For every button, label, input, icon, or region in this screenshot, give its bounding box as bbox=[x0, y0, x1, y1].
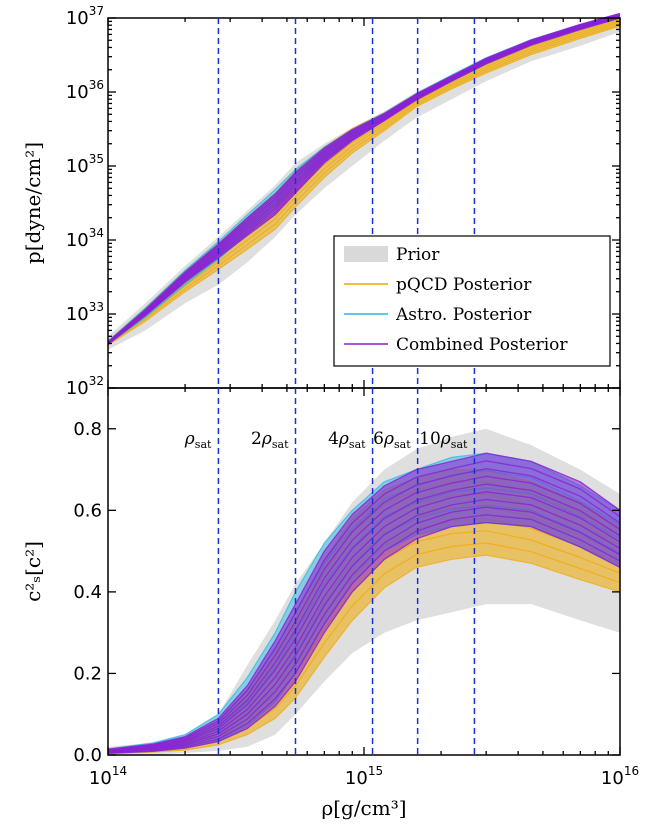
y-tick-label: 1037 bbox=[66, 4, 104, 29]
annotations: ρsat 2ρsat 4ρsat 6ρsat 10ρsat 1032 1033 1034 103… bbox=[21, 4, 639, 820]
y-tick-label: 1034 bbox=[66, 226, 104, 251]
y-tick-label: 0.6 bbox=[73, 500, 102, 521]
pqcd-curve bbox=[107, 25, 621, 346]
legend-label: Prior bbox=[396, 245, 440, 265]
y-tick-label: 1032 bbox=[66, 374, 104, 399]
density-marker-label: ρsat bbox=[184, 429, 212, 451]
pqcd-band bbox=[108, 469, 620, 754]
y-tick-label: 0.4 bbox=[73, 582, 102, 603]
legend-swatch-prior bbox=[344, 246, 388, 262]
pqcd-curve bbox=[107, 23, 621, 345]
combined-curve bbox=[107, 514, 621, 754]
sound-speed-panel bbox=[107, 387, 621, 756]
density-marker-label: 4ρsat bbox=[328, 429, 366, 451]
combined-curve bbox=[107, 460, 621, 751]
y-tick-label: 1036 bbox=[66, 78, 104, 103]
density-marker-label: 6ρsat bbox=[373, 429, 411, 451]
combined-curve bbox=[107, 12, 621, 343]
y-tick-label: 1033 bbox=[66, 300, 104, 325]
combined-curve bbox=[107, 491, 621, 753]
pqcd-curve bbox=[107, 554, 621, 755]
legend-label: Astro. Posterior bbox=[395, 305, 532, 325]
prior-band bbox=[108, 14, 620, 350]
combined-curve bbox=[107, 467, 621, 751]
x-axis-label: ρ[g/cm³] bbox=[321, 796, 406, 820]
combined-curve bbox=[107, 475, 621, 752]
legend-label: Combined Posterior bbox=[396, 335, 568, 355]
x-tick-label: 1016 bbox=[601, 764, 639, 789]
y-tick-label: 0.8 bbox=[73, 419, 102, 440]
combined-curve bbox=[107, 521, 621, 755]
x-tick-label: 1014 bbox=[89, 764, 127, 789]
y-tick-label: 0.2 bbox=[73, 663, 102, 684]
combined-curve bbox=[107, 498, 621, 753]
legend-label: pQCD Posterior bbox=[396, 275, 532, 295]
y-axis-label-bottom: c²ₛ[c²] bbox=[21, 541, 45, 602]
x-tick-label: 1015 bbox=[345, 764, 383, 789]
density-marker-label: 10ρsat bbox=[419, 429, 468, 451]
combined-curve bbox=[107, 483, 621, 752]
y-axis-label-top: p[dyne/cm²] bbox=[21, 142, 45, 264]
y-tick-label: 1035 bbox=[66, 152, 104, 177]
density-marker-label: 2ρsat bbox=[251, 429, 289, 451]
pqcd-curve bbox=[107, 22, 621, 345]
combined-curve bbox=[107, 506, 621, 754]
y-tick-label: 0.0 bbox=[73, 745, 102, 766]
combined-curve bbox=[107, 452, 621, 750]
